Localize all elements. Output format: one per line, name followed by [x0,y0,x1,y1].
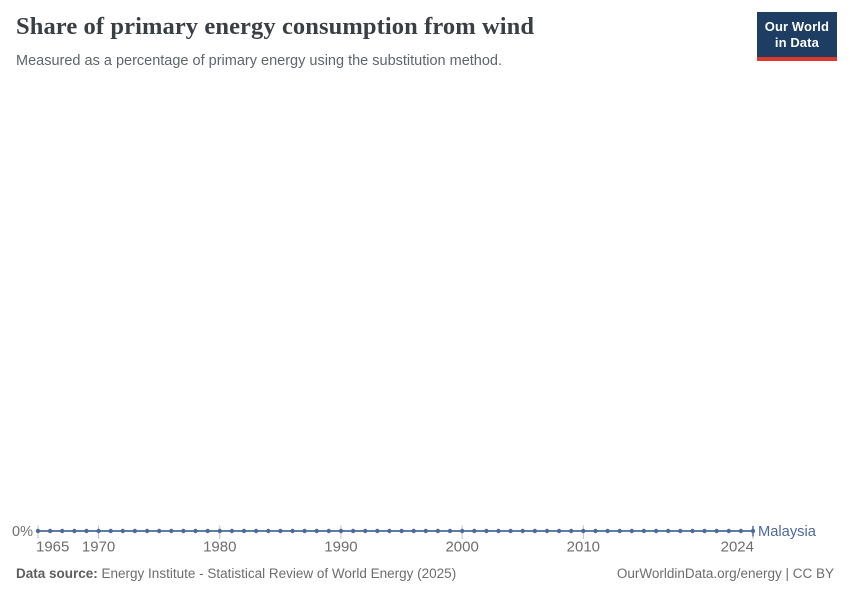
data-point [581,528,586,534]
data-point [544,528,550,534]
data-point [678,528,683,534]
data-point [447,528,453,534]
data-source: Data source: Energy Institute - Statisti… [16,565,456,583]
data-point [266,528,271,534]
owid-logo[interactable]: Our World in Data [756,12,837,61]
data-point [726,528,731,534]
data-source-text: Energy Institute - Statistical Review of… [97,566,457,581]
data-point [157,528,162,534]
chart-title: Share of primary energy consumption from… [16,13,535,40]
data-point [47,528,53,534]
data-point [556,528,562,534]
data-point [472,528,477,534]
data-point [641,528,647,534]
owid-logo-text-line1: Our World [764,19,829,34]
data-source-label: Data source: [16,566,98,581]
data-point [702,528,707,534]
data-point [496,528,501,534]
data-point [520,528,525,534]
data-point [72,528,77,534]
x-axis-tick-label: 1980 [203,539,236,556]
data-point [314,528,319,534]
data-point [253,528,259,534]
data-point [435,528,441,534]
data-point [617,528,622,534]
x-axis-tick-label: 1965 [36,539,69,556]
chart-footer: Data source: Energy Institute - Statisti… [16,565,834,583]
data-point [750,528,756,534]
chart-subtitle: Measured as a percentage of primary ener… [16,53,503,69]
data-point [399,528,404,534]
data-point [326,528,331,534]
data-point [144,528,150,534]
data-point [629,528,634,534]
data-point [169,528,174,534]
data-point [96,528,101,534]
data-point [666,528,671,534]
entity-label[interactable]: Malaysia [758,524,817,540]
data-point [738,528,744,534]
data-point [84,528,89,534]
data-point [302,528,307,534]
data-point [508,528,513,534]
data-point [423,528,428,534]
data-point [229,528,235,534]
x-axis-tick-label: 2000 [445,539,478,556]
data-point [653,528,659,534]
data-point [290,528,295,534]
data-point [35,528,41,534]
x-axis-tick-label: 1970 [82,539,115,556]
data-point [205,528,210,534]
data-point [350,528,356,534]
data-point [375,528,380,534]
data-point [363,528,368,534]
data-point [60,528,65,534]
data-point [108,528,113,534]
data-point [217,528,222,534]
data-point [132,528,138,534]
data-point [460,528,465,534]
data-point [411,528,416,534]
footer-link[interactable]: OurWorldinData.org/energy | CC BY [616,566,834,581]
data-point [241,528,247,534]
data-point [714,528,719,534]
data-point [484,528,489,534]
data-point [690,528,695,534]
data-point [338,528,344,534]
x-axis-tick-label: 1990 [324,539,357,556]
data-point [532,528,538,534]
x-axis-tick-label: 2024 [721,539,754,556]
data-point [387,528,392,534]
data-point [181,528,186,534]
owid-logo-text-line2: in Data [774,35,819,51]
data-point [120,528,126,534]
data-point [569,528,574,534]
data-point [193,528,198,534]
data-point [593,528,598,534]
data-point [605,528,610,534]
data-point [278,528,283,534]
y-axis-label: 0% [12,524,33,540]
x-axis-tick-label: 2010 [567,539,600,556]
